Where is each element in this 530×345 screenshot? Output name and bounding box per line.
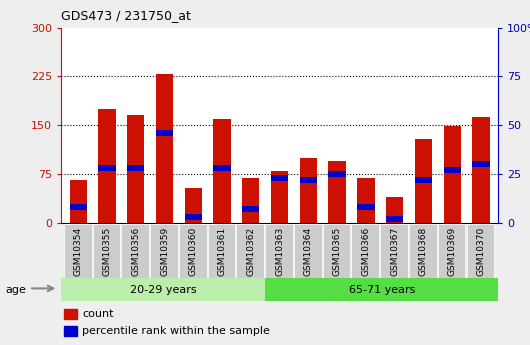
FancyBboxPatch shape [64, 224, 92, 278]
Bar [386, 197, 403, 223]
Text: percentile rank within the sample: percentile rank within the sample [82, 326, 270, 336]
Text: GSM10362: GSM10362 [246, 227, 255, 276]
Text: GSM10356: GSM10356 [131, 227, 140, 276]
Text: GSM10370: GSM10370 [476, 227, 485, 276]
Bar [184, 188, 202, 223]
Bar [415, 177, 432, 183]
Bar [156, 75, 173, 223]
FancyBboxPatch shape [438, 224, 465, 278]
Text: GSM10355: GSM10355 [102, 227, 111, 276]
Bar [69, 204, 87, 210]
FancyBboxPatch shape [294, 224, 322, 278]
Text: age: age [5, 285, 26, 295]
Bar [357, 204, 375, 210]
Bar [184, 214, 202, 220]
FancyBboxPatch shape [380, 224, 408, 278]
Text: GSM10369: GSM10369 [448, 227, 457, 276]
Text: count: count [82, 309, 113, 319]
Text: 65-71 years: 65-71 years [349, 285, 415, 295]
Text: GSM10361: GSM10361 [217, 227, 226, 276]
Bar [214, 119, 231, 223]
Bar [271, 170, 288, 223]
Bar [127, 165, 144, 171]
Bar [242, 178, 260, 223]
FancyBboxPatch shape [351, 224, 379, 278]
Bar [99, 165, 116, 171]
FancyBboxPatch shape [466, 224, 494, 278]
Text: GSM10365: GSM10365 [333, 227, 342, 276]
Text: GSM10364: GSM10364 [304, 227, 313, 276]
Bar [444, 167, 461, 173]
Text: GSM10367: GSM10367 [390, 227, 399, 276]
Bar [472, 117, 490, 223]
Bar [329, 171, 346, 177]
FancyBboxPatch shape [208, 224, 235, 278]
FancyBboxPatch shape [61, 278, 265, 301]
Bar [99, 109, 116, 223]
Bar [69, 180, 87, 223]
Bar [271, 175, 288, 181]
Bar [242, 206, 260, 212]
Text: GSM10363: GSM10363 [275, 227, 284, 276]
Text: GDS473 / 231750_at: GDS473 / 231750_at [61, 9, 191, 22]
Bar [299, 158, 317, 223]
FancyBboxPatch shape [323, 224, 350, 278]
Bar [472, 161, 490, 167]
FancyBboxPatch shape [236, 224, 264, 278]
FancyBboxPatch shape [409, 224, 437, 278]
Bar [386, 216, 403, 221]
Text: 20-29 years: 20-29 years [130, 285, 197, 295]
Bar [299, 177, 317, 183]
Text: GSM10366: GSM10366 [361, 227, 370, 276]
Text: GSM10368: GSM10368 [419, 227, 428, 276]
FancyBboxPatch shape [265, 224, 293, 278]
Bar [415, 139, 432, 223]
Text: GSM10360: GSM10360 [189, 227, 198, 276]
Bar [444, 126, 461, 223]
Bar [127, 115, 144, 223]
FancyBboxPatch shape [179, 224, 207, 278]
Bar [329, 161, 346, 223]
FancyBboxPatch shape [121, 224, 149, 278]
FancyBboxPatch shape [265, 278, 498, 301]
Bar [156, 130, 173, 136]
Text: GSM10354: GSM10354 [74, 227, 83, 276]
Bar [357, 178, 375, 223]
FancyBboxPatch shape [93, 224, 120, 278]
Bar [214, 165, 231, 171]
Text: GSM10359: GSM10359 [160, 227, 169, 276]
FancyBboxPatch shape [150, 224, 178, 278]
